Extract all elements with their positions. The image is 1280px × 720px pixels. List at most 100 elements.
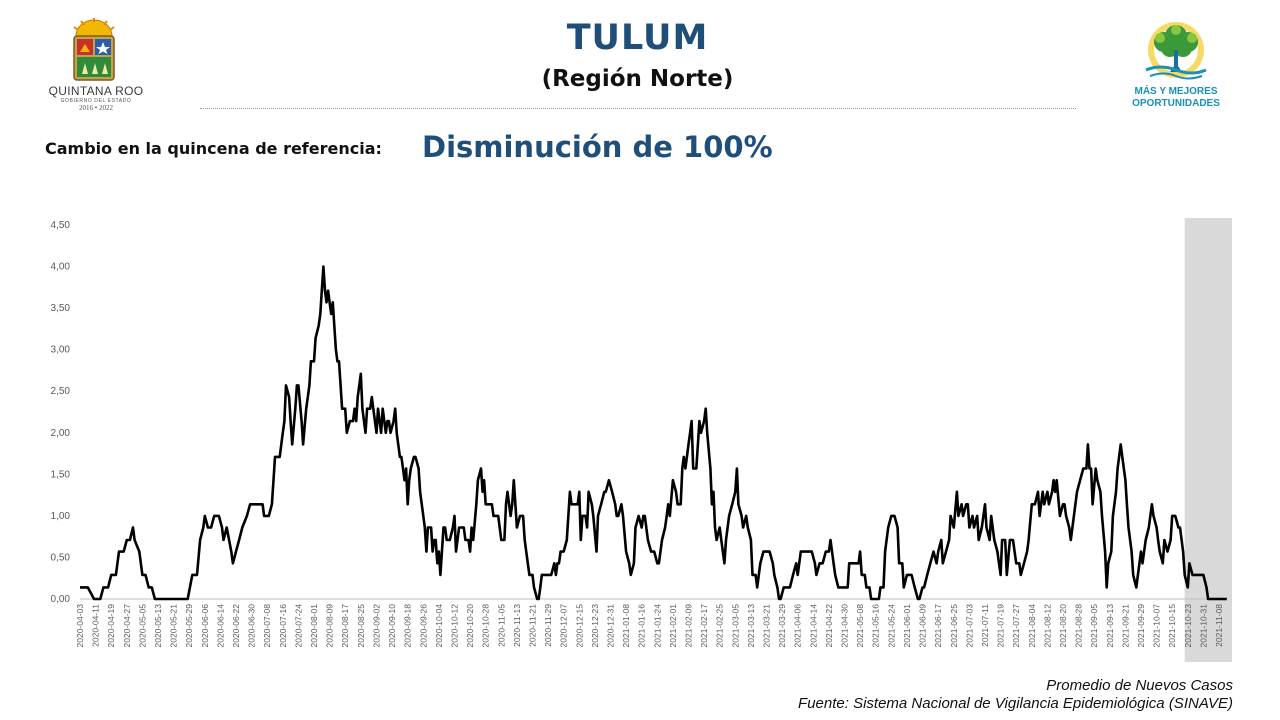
coat-of-arms-icon (73, 18, 115, 81)
x-tick-label: 2021-07-19 (996, 604, 1006, 648)
y-tick-label: 1,50 (51, 469, 71, 480)
x-tick-label: 2021-08-20 (1058, 604, 1068, 648)
x-tick-label: 2021-10-15 (1167, 604, 1177, 648)
x-tick-label: 2020-12-23 (590, 604, 600, 648)
x-tick-label: 2021-04-22 (824, 604, 834, 648)
logo-right-line2: OPORTUNIDADES (1132, 98, 1220, 109)
x-tick-label: 2021-06-01 (902, 604, 912, 648)
x-tick-label: 2020-06-14 (215, 604, 225, 648)
tree-icon (1145, 22, 1207, 80)
x-tick-label: 2021-10-07 (1152, 604, 1162, 648)
x-tick-label: 2020-06-06 (200, 604, 210, 648)
x-tick-label: 2021-02-09 (684, 604, 694, 648)
y-tick-label: 3,50 (51, 303, 71, 314)
x-tick-label: 2021-04-06 (793, 604, 803, 648)
recent-period-shade (1184, 218, 1232, 662)
x-tick-label: 2021-07-03 (964, 604, 974, 648)
x-tick-label: 2021-03-29 (777, 604, 787, 648)
y-tick-label: 0,50 (51, 552, 71, 563)
x-tick-label: 2020-05-21 (169, 604, 179, 648)
x-tick-label: 2020-09-18 (403, 604, 413, 648)
y-tick-label: 3,00 (51, 345, 71, 356)
x-tick-label: 2020-08-17 (340, 604, 350, 648)
x-tick-label: 2021-11-08 (1214, 604, 1224, 647)
page-title: TULUM (566, 18, 709, 58)
x-tick-label: 2021-02-25 (715, 604, 725, 648)
x-tick-label: 2021-05-16 (871, 604, 881, 648)
x-tick-label: 2021-01-08 (621, 604, 631, 648)
x-tick-label: 2020-09-10 (387, 604, 397, 648)
x-tick-label: 2021-03-21 (762, 604, 772, 648)
x-tick-label: 2020-08-25 (356, 604, 366, 648)
x-tick-label: 2020-12-07 (559, 604, 569, 648)
y-axis-ticks: 0,00 0,50 1,00 1,50 2,00 2,50 3,00 3,50 4,00 4,50 (51, 220, 71, 605)
x-tick-label: 2020-08-09 (325, 604, 335, 648)
y-tick-label: 4,50 (51, 220, 71, 231)
x-tick-label: 2020-05-29 (184, 604, 194, 648)
x-tick-label: 2021-03-05 (730, 604, 740, 648)
x-tick-label: 2021-02-01 (668, 604, 678, 648)
x-tick-label: 2021-04-14 (808, 604, 818, 648)
x-tick-label: 2020-05-05 (137, 604, 147, 648)
x-axis-ticks: 2020-04-03 2020-04-11 2020-04-19 2020-04-27… (75, 604, 1224, 648)
x-tick-label: 2020-10-28 (481, 604, 491, 648)
x-tick-label: 2020-04-19 (106, 604, 116, 648)
x-tick-label: 2020-05-13 (153, 604, 163, 648)
x-tick-label: 2021-05-24 (886, 604, 896, 648)
x-tick-label: 2021-08-12 (1042, 604, 1052, 648)
x-tick-label: 2021-09-05 (1089, 604, 1099, 648)
x-tick-label: 2020-04-11 (91, 604, 101, 647)
change-value: Disminución de 100% (422, 130, 773, 164)
x-tick-label: 2021-01-16 (637, 604, 647, 648)
x-tick-label: 2020-06-30 (247, 604, 257, 648)
x-tick-label: 2021-04-30 (840, 604, 850, 648)
x-tick-label: 2020-10-04 (434, 604, 444, 648)
x-tick-label: 2021-06-09 (918, 604, 928, 648)
y-tick-label: 1,00 (51, 511, 71, 522)
series-line (80, 265, 1227, 601)
oportunidades-logo: MÁS Y MEJORES OPORTUNIDADES (1124, 20, 1228, 112)
x-tick-label: 2021-07-27 (1011, 604, 1021, 648)
x-tick-label: 2020-07-16 (278, 604, 288, 648)
y-tick-label: 2,50 (51, 386, 71, 397)
change-label: Cambio en la quincena de referencia: (45, 139, 382, 158)
x-tick-label: 2021-10-23 (1183, 604, 1193, 648)
y-tick-label: 4,00 (51, 262, 71, 273)
x-tick-label: 2021-05-08 (855, 604, 865, 648)
logo-left-years: 2016 • 2022 (79, 104, 113, 112)
quintana-roo-logo: QUINTANA ROO GOBIERNO DEL ESTADO 2016 • … (44, 18, 148, 112)
logo-right-line1: MÁS Y MEJORES (1134, 86, 1218, 97)
logo-left-sub: GOBIERNO DEL ESTADO (60, 98, 132, 104)
x-tick-label: 2021-09-13 (1105, 604, 1115, 648)
x-tick-label: 2021-10-31 (1198, 604, 1208, 648)
x-tick-label: 2020-12-31 (605, 604, 615, 648)
x-tick-label: 2021-09-29 (1136, 604, 1146, 648)
page-subtitle: (Región Norte) (541, 66, 734, 92)
x-tick-label: 2021-06-17 (933, 604, 943, 648)
x-tick-label: 2021-01-24 (652, 604, 662, 648)
y-tick-label: 2,00 (51, 428, 71, 439)
y-tick-label: 0,00 (51, 594, 71, 605)
x-tick-label: 2020-04-03 (75, 604, 85, 648)
logo-left-name: QUINTANA ROO (48, 84, 144, 98)
x-tick-label: 2021-08-04 (1027, 604, 1037, 648)
x-tick-label: 2020-09-02 (371, 604, 381, 648)
source-citation: Fuente: Sistema Nacional de Vigilancia E… (798, 695, 1233, 712)
x-tick-label: 2020-08-01 (309, 604, 319, 648)
x-tick-label: 2021-08-28 (1074, 604, 1084, 648)
x-tick-label: 2021-07-11 (980, 604, 990, 647)
source-caption: Promedio de Nuevos Casos (1046, 677, 1233, 694)
x-tick-label: 2021-09-21 (1120, 604, 1130, 648)
x-tick-label: 2020-11-13 (512, 604, 522, 647)
x-tick-label: 2021-06-25 (949, 604, 959, 648)
x-tick-label: 2020-07-24 (293, 604, 303, 648)
x-tick-label: 2020-11-21 (527, 604, 537, 647)
x-tick-label: 2020-11-29 (543, 604, 553, 647)
header-divider (200, 108, 1076, 109)
x-tick-label: 2020-11-05 (496, 604, 506, 647)
x-tick-label: 2020-06-22 (231, 604, 241, 648)
x-tick-label: 2021-02-17 (699, 604, 709, 648)
x-tick-label: 2020-04-27 (122, 604, 132, 648)
x-tick-label: 2020-10-12 (449, 604, 459, 648)
cases-line-chart: 0,00 0,50 1,00 1,50 2,00 2,50 3,00 3,50 4,00 4,50… (51, 218, 1232, 662)
